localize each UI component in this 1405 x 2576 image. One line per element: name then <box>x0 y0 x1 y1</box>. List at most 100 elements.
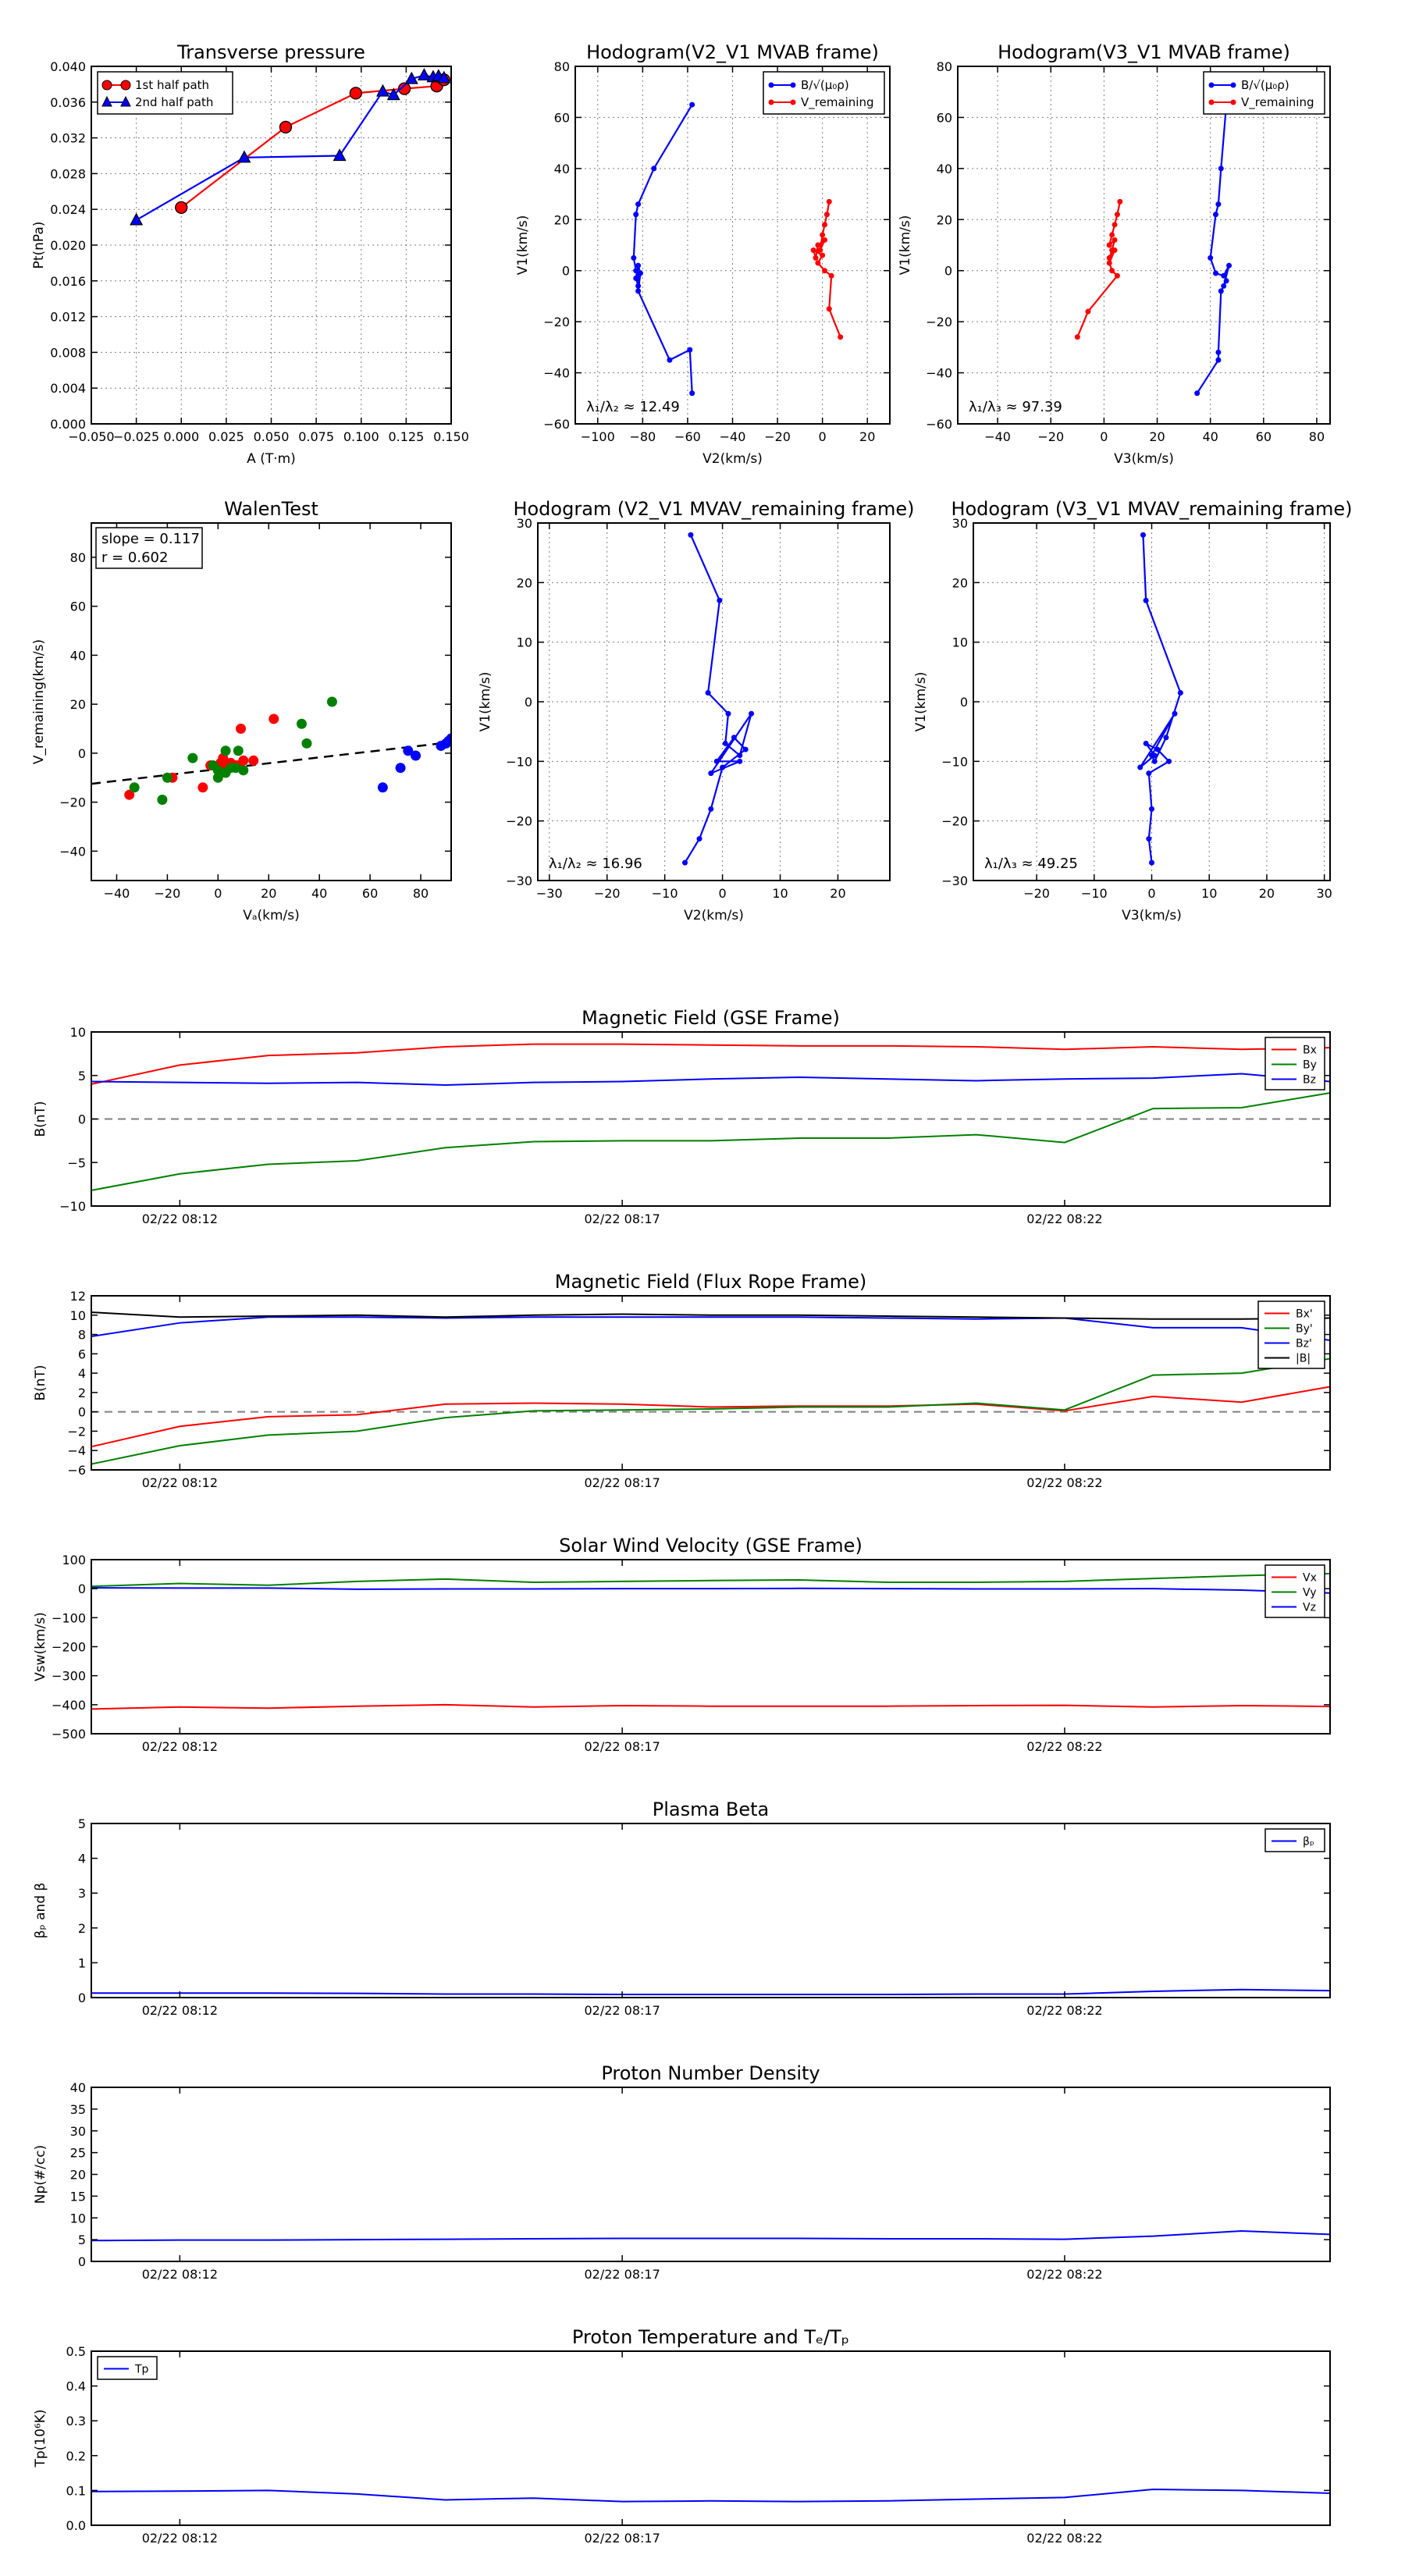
data-point <box>635 262 642 269</box>
y-tick-label: 0.012 <box>50 310 86 325</box>
y-tick-label: 0.036 <box>50 95 86 110</box>
x-tick-label: 02/22 08:22 <box>1026 1739 1102 1754</box>
x-axis-label: V2(km/s) <box>702 451 763 467</box>
data-point <box>725 710 731 717</box>
data-point <box>633 276 639 282</box>
y-tick-label: 0 <box>78 1582 86 1596</box>
y-tick-label: −40 <box>543 366 570 381</box>
y-tick-label: 30 <box>517 516 532 531</box>
y-tick-label: 20 <box>952 575 968 590</box>
data-point <box>1223 278 1229 284</box>
series-line <box>91 1386 1330 1448</box>
series-1 <box>1074 198 1123 340</box>
eigenvalue-ratio-label: λ₁/λ₂ ≈ 12.49 <box>586 399 680 415</box>
data-point <box>817 247 823 254</box>
series-line <box>91 1587 1330 1594</box>
y-tick-label: 40 <box>554 162 570 176</box>
chart-title: Transverse pressure <box>176 41 365 63</box>
x-tick-label: 60 <box>362 886 378 901</box>
data-point <box>635 288 642 294</box>
y-tick-label: 2 <box>78 1386 86 1400</box>
legend-marker <box>1208 82 1215 88</box>
y-tick-label: 10 <box>70 1308 86 1323</box>
legend-label: Vx <box>1303 1572 1317 1585</box>
legend: βₚ <box>1264 1828 1325 1852</box>
y-axis-label: V1(km/s) <box>898 215 913 276</box>
y-tick-label: 20 <box>70 697 86 712</box>
y-tick-label: 0.3 <box>66 2414 86 2428</box>
data-point <box>124 789 135 800</box>
x-axis-label: A (T·m) <box>247 451 296 467</box>
data-point <box>633 268 639 274</box>
x-tick-label: −40 <box>984 429 1011 444</box>
legend-label: Bz <box>1303 1074 1316 1087</box>
legend-label: V_remaining <box>801 95 874 110</box>
data-point <box>1172 710 1178 717</box>
series-line <box>632 104 693 393</box>
legend-frame <box>763 71 885 115</box>
x-tick-label: −20 <box>155 886 181 901</box>
chart-6: 02/22 08:12 02/22 08:17 02/22 08:22 −10 −5 0 5… <box>33 1007 1331 1226</box>
legend: Tp <box>97 2356 158 2380</box>
data-point <box>1226 262 1232 269</box>
data-point <box>828 272 834 279</box>
y-tick-label: 20 <box>70 2168 86 2183</box>
y-tick-label: 0.2 <box>66 2449 86 2464</box>
legend: B/√(μ₀ρ) V_remaining <box>1203 71 1325 115</box>
plot-area <box>91 1311 1330 1465</box>
y-tick-label: 0.0 <box>66 2518 86 2533</box>
data-point <box>749 710 755 717</box>
data-point <box>682 859 688 866</box>
x-tick-label: 02/22 08:17 <box>584 1212 660 1226</box>
y-axis-label: V1(km/s) <box>913 672 929 732</box>
chart-title: Proton Temperature and Tₑ/Tₚ <box>572 2326 849 2348</box>
plot-area <box>130 68 451 226</box>
x-tick-label: 80 <box>1309 429 1325 444</box>
series-0 <box>124 713 279 800</box>
y-tick-label: 0.024 <box>50 202 86 217</box>
data-point <box>826 198 832 205</box>
series-1 <box>91 1572 1330 1588</box>
legend-marker <box>120 80 131 91</box>
legend-marker <box>790 99 796 105</box>
x-tick-label: 0.050 <box>254 429 290 444</box>
data-point <box>1146 770 1152 777</box>
x-tick-label: 0 <box>819 429 827 444</box>
y-tick-label: 5 <box>78 1816 86 1831</box>
x-tick-label: −40 <box>104 886 130 901</box>
legend-label: By <box>1303 1059 1317 1072</box>
data-point <box>237 150 251 163</box>
series-0 <box>1194 101 1232 397</box>
legend-marker <box>101 95 112 107</box>
series-1 <box>810 198 844 340</box>
series-line <box>91 2229 1330 2242</box>
data-point <box>386 87 400 101</box>
series-line <box>1139 535 1182 863</box>
series-0 <box>91 1988 1330 1995</box>
x-tick-label: 60 <box>1256 429 1272 444</box>
y-tick-label: 0.4 <box>66 2379 86 2394</box>
plot-area <box>91 2489 1330 2503</box>
x-tick-label: 20 <box>261 886 276 901</box>
legend-marker <box>1230 99 1236 105</box>
chart-title: WalenTest <box>224 498 318 520</box>
data-point <box>1215 357 1222 363</box>
legend-label: Vy <box>1303 1587 1317 1599</box>
series-0 <box>682 532 755 866</box>
data-point <box>708 806 714 812</box>
data-point <box>631 254 637 261</box>
y-tick-label: −10 <box>59 1199 86 1214</box>
plot-area <box>91 2229 1330 2242</box>
legend-frame <box>1257 1300 1325 1369</box>
data-point <box>248 755 259 766</box>
data-point <box>633 212 639 218</box>
chart-9: 02/22 08:12 02/22 08:17 02/22 08:22 0 1 2 3 4 5 P… <box>33 1799 1331 2018</box>
y-tick-label: 0.032 <box>50 131 86 146</box>
y-tick-label: 10 <box>70 2211 86 2226</box>
series-1 <box>91 1357 1330 1465</box>
data-point <box>687 347 693 353</box>
x-tick-label: 0 <box>1147 886 1155 901</box>
data-point <box>157 794 168 805</box>
y-tick-label: 0 <box>78 1112 86 1127</box>
